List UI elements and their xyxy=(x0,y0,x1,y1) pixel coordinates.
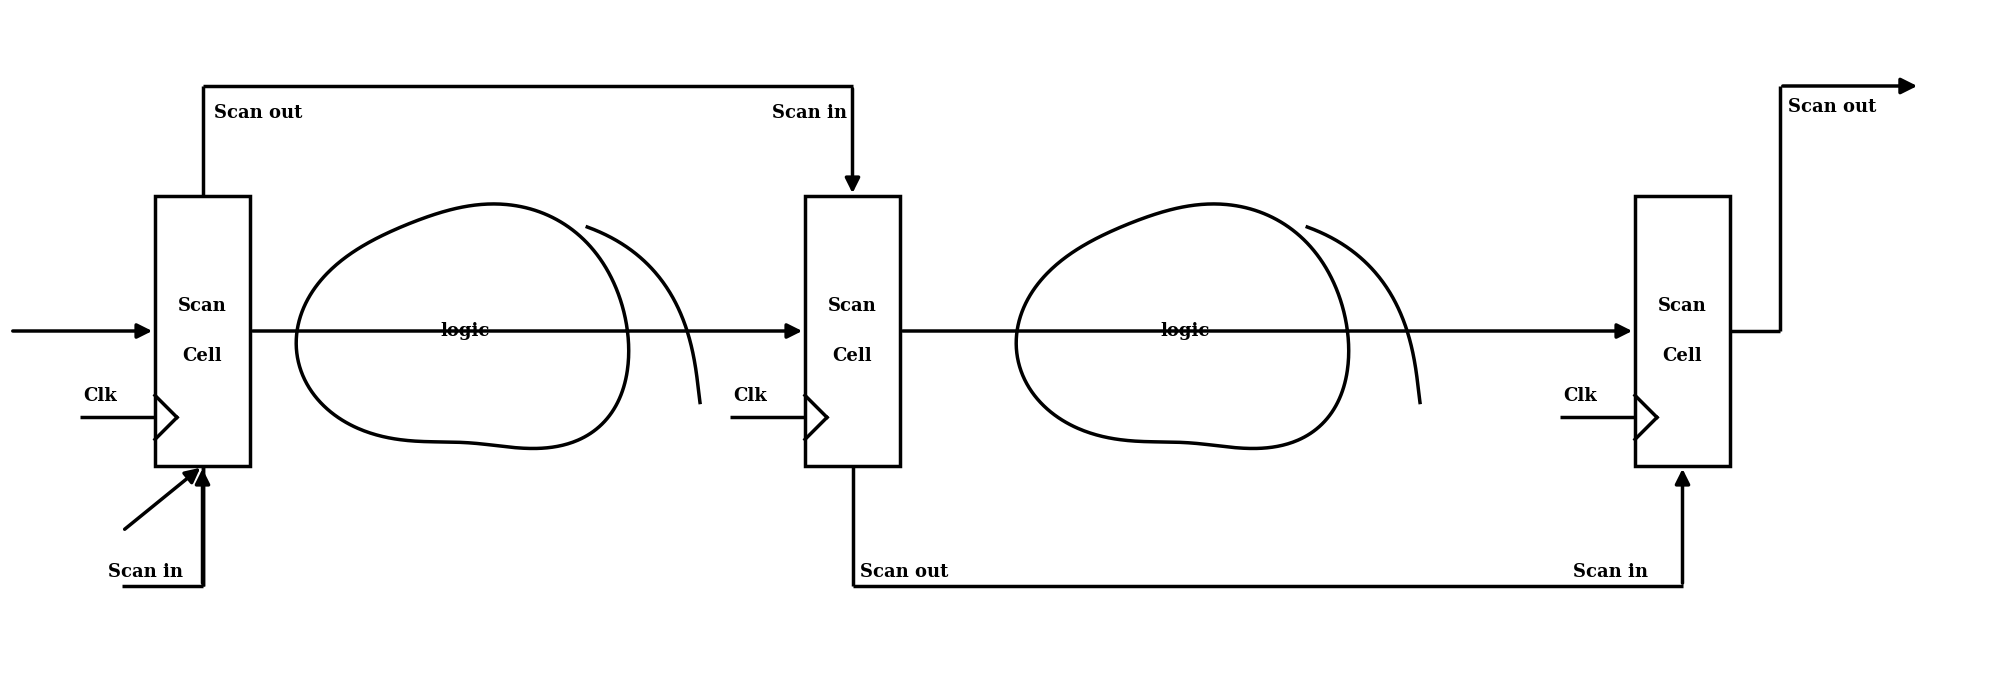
Text: Clk: Clk xyxy=(733,388,767,405)
Bar xyxy=(805,196,900,466)
Text: Cell: Cell xyxy=(1663,347,1703,365)
Text: Scan: Scan xyxy=(177,297,227,315)
Text: Clk: Clk xyxy=(83,388,117,405)
Text: Cell: Cell xyxy=(833,347,872,365)
Text: Scan in: Scan in xyxy=(1572,563,1647,581)
Text: Scan out: Scan out xyxy=(1788,98,1876,116)
Text: Scan in: Scan in xyxy=(107,563,183,581)
Text: Scan out: Scan out xyxy=(215,104,302,122)
Text: Scan: Scan xyxy=(1659,297,1707,315)
Text: Cell: Cell xyxy=(183,347,221,365)
Text: Scan: Scan xyxy=(827,297,878,315)
Text: logic: logic xyxy=(1159,322,1210,340)
Bar xyxy=(1635,196,1729,466)
Bar xyxy=(155,196,250,466)
Text: logic: logic xyxy=(441,322,489,340)
Text: Clk: Clk xyxy=(1562,388,1596,405)
Text: Scan out: Scan out xyxy=(860,563,948,581)
Text: Scan in: Scan in xyxy=(773,104,847,122)
